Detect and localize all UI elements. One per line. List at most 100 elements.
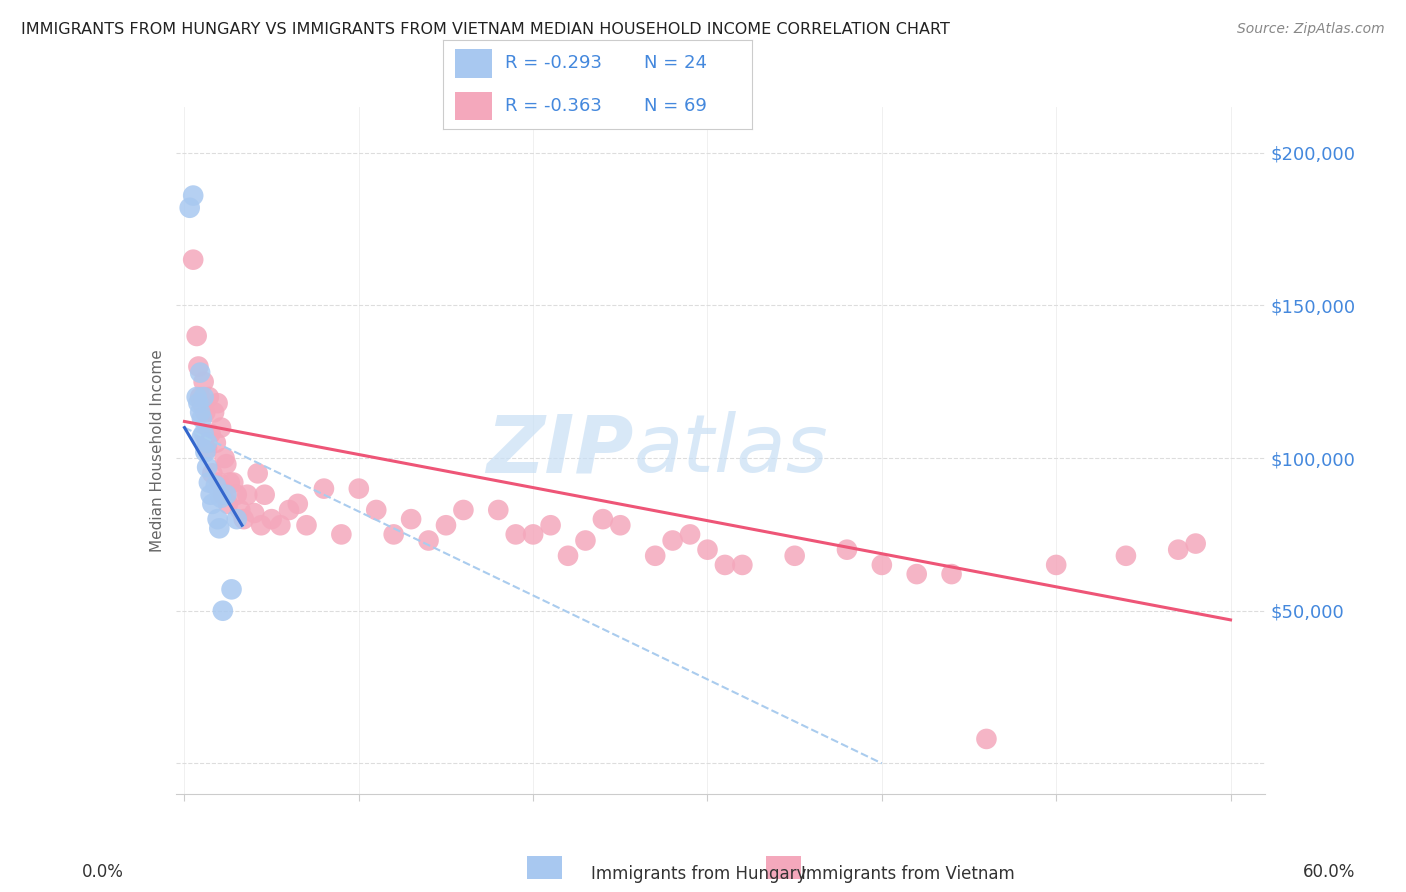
Point	[243, 506, 266, 520]
Point	[295, 518, 318, 533]
Point	[194, 445, 217, 459]
Point	[366, 503, 388, 517]
Point	[221, 582, 243, 597]
Point	[696, 542, 718, 557]
Point	[193, 426, 215, 441]
Point	[179, 201, 201, 215]
Point	[609, 518, 631, 533]
Text: atlas: atlas	[633, 411, 828, 490]
Point	[194, 405, 217, 419]
Point	[540, 518, 562, 533]
Point	[186, 390, 208, 404]
Text: Immigrants from Vietnam: Immigrants from Vietnam	[801, 865, 1015, 883]
Point	[201, 467, 224, 481]
Point	[195, 442, 218, 456]
Point	[208, 475, 231, 490]
Point	[505, 527, 527, 541]
Point	[191, 411, 214, 425]
Point	[287, 497, 309, 511]
Point	[835, 542, 858, 557]
Point	[260, 512, 283, 526]
Point	[1115, 549, 1137, 563]
Point	[229, 503, 252, 517]
Point	[187, 359, 209, 374]
Point	[187, 396, 209, 410]
Point	[188, 366, 211, 380]
Point	[731, 558, 754, 572]
Point	[193, 375, 215, 389]
Point	[211, 488, 233, 502]
Point	[181, 252, 204, 267]
Text: Immigrants from Hungary: Immigrants from Hungary	[591, 865, 806, 883]
Point	[188, 390, 211, 404]
Point	[205, 478, 228, 492]
Point	[191, 396, 214, 410]
Point	[193, 390, 215, 404]
Point	[211, 604, 233, 618]
Point	[195, 460, 218, 475]
Text: N = 69: N = 69	[644, 97, 707, 115]
Point	[1167, 542, 1189, 557]
Point	[661, 533, 683, 548]
Point	[222, 475, 245, 490]
Point	[198, 390, 221, 404]
Point	[186, 329, 208, 343]
Point	[434, 518, 457, 533]
Point	[644, 549, 666, 563]
Point	[200, 488, 222, 502]
Point	[399, 512, 422, 526]
Text: IMMIGRANTS FROM HUNGARY VS IMMIGRANTS FROM VIETNAM MEDIAN HOUSEHOLD INCOME CORRE: IMMIGRANTS FROM HUNGARY VS IMMIGRANTS FR…	[21, 22, 950, 37]
Point	[1184, 536, 1206, 550]
Point	[188, 405, 211, 419]
Point	[207, 512, 229, 526]
Point	[453, 503, 475, 517]
Point	[269, 518, 291, 533]
Point	[714, 558, 737, 572]
Point	[246, 467, 269, 481]
Point	[253, 488, 276, 502]
Point	[418, 533, 440, 548]
Point	[215, 488, 238, 502]
Point	[215, 457, 238, 471]
Text: R = -0.293: R = -0.293	[505, 54, 602, 72]
Bar	[456, 49, 492, 78]
Point	[347, 482, 370, 496]
Point	[557, 549, 579, 563]
Point	[217, 497, 239, 511]
Point	[783, 549, 806, 563]
Point	[679, 527, 702, 541]
Text: Source: ZipAtlas.com: Source: ZipAtlas.com	[1237, 22, 1385, 37]
Point	[232, 512, 254, 526]
Point	[225, 488, 247, 502]
Point	[218, 475, 240, 490]
Point	[202, 405, 225, 419]
Point	[486, 503, 509, 517]
Point	[191, 430, 214, 444]
Text: N = 24: N = 24	[644, 54, 707, 72]
Point	[250, 518, 273, 533]
Point	[592, 512, 614, 526]
Point	[209, 420, 232, 434]
Point	[200, 426, 222, 441]
Point	[278, 503, 301, 517]
Point	[208, 521, 231, 535]
Point	[207, 396, 229, 410]
Point	[941, 567, 963, 582]
Text: R = -0.363: R = -0.363	[505, 97, 602, 115]
Text: ZIP: ZIP	[486, 411, 633, 490]
Point	[522, 527, 544, 541]
Bar	[456, 92, 492, 120]
Point	[205, 435, 228, 450]
Point	[181, 188, 204, 202]
Point	[198, 475, 221, 490]
Point	[382, 527, 405, 541]
Y-axis label: Median Household Income: Median Household Income	[149, 349, 165, 552]
Point	[194, 430, 217, 444]
Point	[236, 488, 259, 502]
Text: 0.0%: 0.0%	[82, 863, 124, 881]
Point	[225, 512, 247, 526]
Point	[312, 482, 335, 496]
Point	[214, 451, 236, 466]
Point	[1045, 558, 1067, 572]
Point	[209, 491, 232, 505]
